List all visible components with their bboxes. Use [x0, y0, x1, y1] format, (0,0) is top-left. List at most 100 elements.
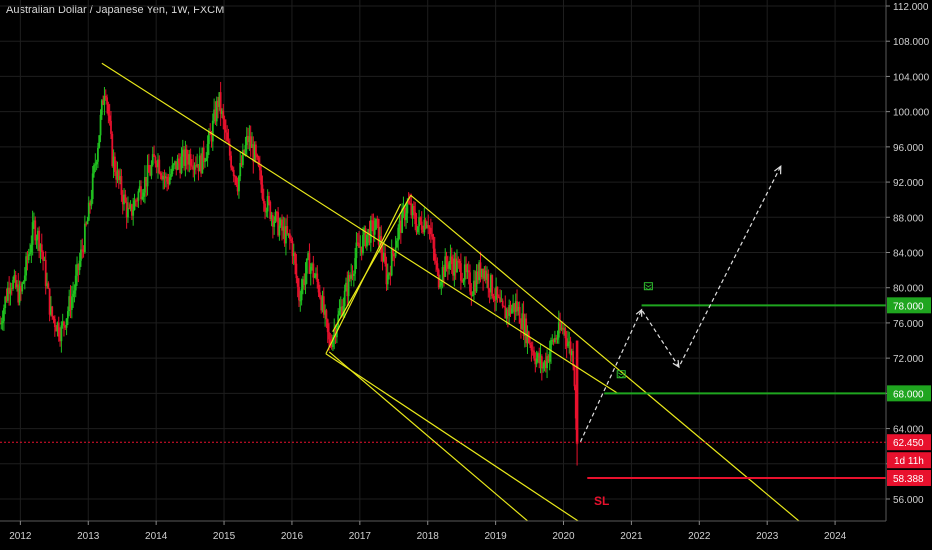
- candle-body: [396, 240, 398, 248]
- candle-body: [18, 286, 21, 303]
- candle-body: [393, 253, 396, 257]
- price-tick-label: 108.000: [893, 37, 930, 48]
- candle-body: [33, 220, 35, 223]
- candle-body: [214, 109, 217, 122]
- candle-body: [262, 198, 265, 204]
- candle-body: [369, 220, 372, 243]
- candle-body: [419, 217, 422, 222]
- candle-body: [136, 200, 138, 202]
- candle-body: [547, 356, 550, 362]
- candle-body: [573, 366, 576, 387]
- candle-body: [479, 262, 482, 278]
- candle-body: [248, 136, 251, 143]
- candle-body: [307, 253, 310, 259]
- candle-body: [31, 222, 34, 245]
- candle-body: [504, 306, 507, 319]
- candle-body: [407, 201, 410, 204]
- channel-line: [101, 62, 619, 394]
- channel-line: [332, 194, 412, 333]
- candle-body: [386, 274, 389, 285]
- price-tick-label: 56.000: [893, 495, 924, 506]
- candle-body: [401, 208, 404, 233]
- candle-body: [253, 144, 256, 162]
- candle-body: [324, 310, 327, 315]
- candle-body: [25, 256, 28, 276]
- candle-body: [209, 131, 212, 135]
- candle-body: [543, 360, 546, 368]
- candle-body: [287, 233, 290, 235]
- candle-body: [204, 160, 206, 162]
- candle-body: [294, 253, 296, 264]
- candle-body: [239, 162, 242, 177]
- candle-body: [342, 306, 345, 316]
- countdown-label: 1d 11h: [894, 456, 924, 467]
- candle-body: [315, 273, 317, 277]
- price-tick-label: 100.000: [893, 108, 930, 119]
- candle-body: [228, 143, 231, 156]
- candle-body: [188, 154, 191, 165]
- candle-body: [521, 313, 524, 329]
- time-tick-label: 2021: [620, 531, 643, 542]
- candle-body: [475, 271, 478, 292]
- price-label-78.000: 78.000: [893, 301, 924, 312]
- candle-body: [251, 144, 253, 148]
- time-tick-label: 2023: [756, 531, 779, 542]
- price-label-58.388: 58.388: [893, 474, 924, 485]
- candle-body: [349, 275, 351, 279]
- candle-body: [321, 296, 324, 311]
- channel-line: [410, 194, 816, 535]
- candle-body: [36, 230, 39, 240]
- candle-body: [261, 184, 264, 199]
- candle-body: [256, 154, 259, 158]
- candle-body: [530, 344, 533, 351]
- candle-body: [46, 283, 48, 286]
- candle-body: [375, 218, 377, 230]
- candle-body: [463, 264, 466, 280]
- candle-body: [448, 262, 451, 269]
- candle-body: [187, 159, 189, 165]
- candle-body: [5, 296, 8, 301]
- candle-body: [219, 92, 222, 114]
- candle-body: [322, 296, 325, 315]
- candle-body: [332, 337, 334, 347]
- candle-body: [350, 274, 353, 279]
- candle-body: [174, 161, 176, 165]
- candle-body: [474, 280, 477, 292]
- candle-body: [295, 263, 298, 279]
- candle-body: [371, 220, 374, 222]
- candle-body: [244, 145, 247, 155]
- candle-body: [275, 211, 278, 213]
- candle-body: [226, 132, 229, 142]
- price-tick-label: 88.000: [893, 213, 924, 224]
- candle-body: [68, 296, 71, 312]
- candle-body: [149, 172, 152, 176]
- candle-body: [232, 169, 235, 177]
- candle-body: [236, 184, 239, 192]
- candle-body: [185, 149, 188, 160]
- candle-body: [26, 256, 29, 261]
- candle-body: [469, 272, 471, 292]
- candle-body: [458, 260, 461, 264]
- candle-body: [480, 268, 483, 278]
- candle-body: [389, 272, 392, 276]
- candle-body: [78, 260, 81, 271]
- candle-body: [112, 156, 115, 167]
- candle-body: [77, 264, 80, 271]
- candle-body: [23, 275, 26, 282]
- candle-body: [19, 286, 22, 292]
- candle-body: [482, 268, 484, 279]
- price-tick-label: 72.000: [893, 354, 924, 365]
- candle-body: [444, 256, 447, 277]
- candle-body: [351, 274, 354, 276]
- candle-body: [12, 279, 14, 289]
- price-label-68.000: 68.000: [893, 389, 924, 400]
- candle-body: [516, 301, 518, 312]
- candle-body: [200, 155, 202, 174]
- candle-body: [265, 211, 268, 213]
- candle-body: [282, 226, 285, 231]
- candle-body: [108, 115, 111, 121]
- candle-body: [170, 174, 172, 178]
- candle-body: [206, 144, 209, 159]
- candle-body: [423, 219, 426, 233]
